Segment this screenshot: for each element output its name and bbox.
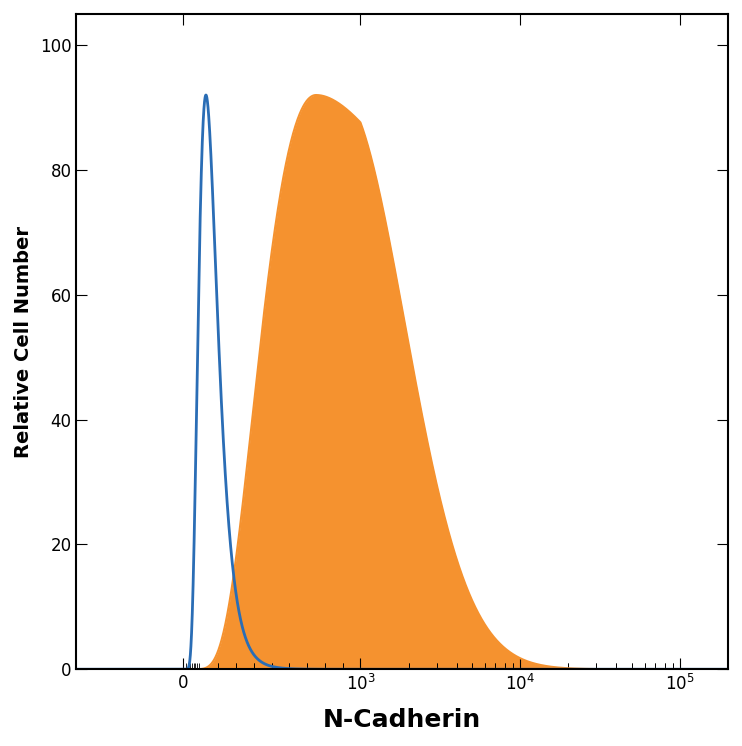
X-axis label: N-Cadherin: N-Cadherin <box>323 708 482 732</box>
Y-axis label: Relative Cell Number: Relative Cell Number <box>14 225 33 457</box>
